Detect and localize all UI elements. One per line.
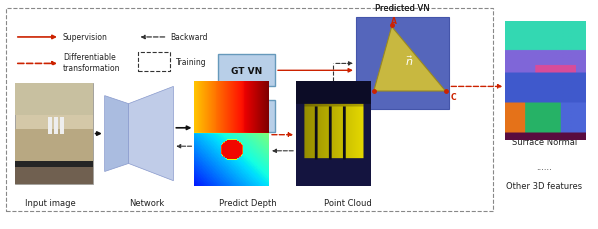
Bar	[15, 84, 93, 116]
Text: Surface Normal: Surface Normal	[511, 137, 577, 147]
Bar	[15, 84, 93, 184]
Bar	[15, 129, 93, 161]
Text: A: A	[390, 17, 396, 26]
Text: Supervision: Supervision	[63, 33, 108, 42]
Text: Other 3D features: Other 3D features	[506, 181, 582, 190]
Text: Point Cloud: Point Cloud	[324, 198, 372, 207]
Bar	[15, 166, 93, 184]
Bar	[48, 118, 52, 134]
Text: Predicted VN: Predicted VN	[374, 4, 429, 13]
Polygon shape	[129, 87, 173, 181]
Bar	[54, 118, 58, 134]
Polygon shape	[105, 96, 129, 172]
Text: Training: Training	[176, 58, 207, 67]
Polygon shape	[374, 27, 446, 92]
Text: B: B	[361, 93, 367, 102]
Text: GT depth: GT depth	[224, 112, 270, 121]
FancyBboxPatch shape	[356, 18, 448, 110]
Text: C: C	[450, 93, 456, 102]
Bar	[15, 161, 93, 167]
Text: Predicted VN: Predicted VN	[374, 4, 429, 13]
Text: Predict Depth: Predict Depth	[219, 198, 277, 207]
FancyBboxPatch shape	[218, 101, 275, 133]
FancyBboxPatch shape	[218, 55, 275, 87]
Text: $\vec{n}$: $\vec{n}$	[405, 54, 414, 68]
Text: Input image: Input image	[26, 198, 76, 207]
Text: Differentiable
transformation: Differentiable transformation	[63, 53, 120, 73]
Text: ......: ......	[536, 163, 552, 172]
Text: GT VN: GT VN	[231, 66, 263, 76]
Text: Backward: Backward	[170, 33, 208, 42]
Bar	[60, 118, 64, 134]
Text: Network: Network	[129, 198, 164, 207]
